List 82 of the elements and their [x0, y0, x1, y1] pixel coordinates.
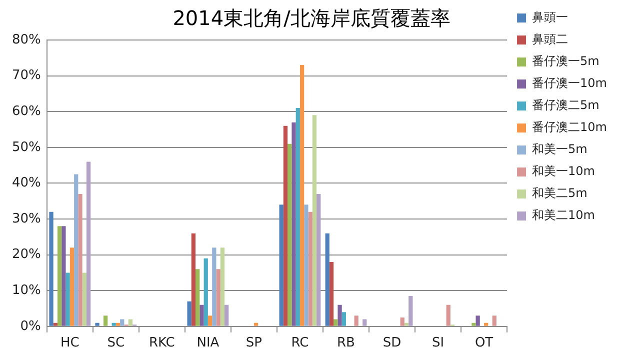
bar [354, 316, 358, 326]
legend-label: 番仔澳二10m [532, 120, 608, 134]
y-tick-label: 40% [12, 176, 41, 191]
bar [66, 272, 70, 326]
bar [62, 226, 66, 326]
bar [57, 226, 62, 326]
bar [95, 322, 100, 326]
x-tick-label: SP [246, 336, 262, 351]
bar [325, 233, 330, 326]
x-tick-label: NIA [196, 336, 220, 351]
bar [187, 301, 192, 326]
x-tick-label: HC [60, 336, 80, 351]
x-tick-label: SC [107, 336, 125, 351]
x-tick-label: RB [337, 336, 355, 351]
y-tick-label: 60% [12, 104, 41, 119]
bar [216, 269, 220, 326]
x-tick-label: SI [432, 336, 444, 351]
bar [492, 316, 496, 326]
legend-label: 鼻頭一 [532, 10, 568, 24]
y-tick-label: 0% [20, 318, 41, 334]
bar [254, 322, 258, 326]
bar [312, 115, 317, 326]
x-tick-label: RC [291, 336, 309, 351]
y-tick-label: 20% [12, 247, 41, 262]
bar [329, 262, 334, 326]
bar [220, 248, 225, 326]
legend-label: 和美二10m [532, 208, 596, 222]
bar [472, 322, 476, 326]
bar [404, 322, 409, 326]
legend-label: 和美二5m [532, 186, 588, 200]
bar [212, 248, 216, 326]
bar [484, 322, 488, 326]
legend-label: 番仔澳一5m [532, 54, 600, 68]
bar [446, 304, 450, 326]
y-tick-label: 70% [12, 68, 41, 84]
bar [82, 272, 86, 326]
bar [342, 312, 346, 326]
y-tick-label: 80% [12, 32, 41, 48]
bar [49, 212, 54, 326]
bar [292, 122, 296, 326]
bar [300, 65, 304, 326]
bar [304, 204, 308, 326]
bar [279, 204, 284, 326]
x-tick-label: OT [474, 336, 494, 351]
chart-title: 2014東北角/北海岸底質覆蓋率 [172, 6, 450, 30]
bar [53, 322, 58, 326]
bar [362, 319, 367, 326]
legend-label: 番仔澳二5m [532, 98, 600, 112]
bar [112, 322, 116, 326]
bar [74, 174, 78, 326]
legend-label: 番仔澳一10m [532, 76, 608, 90]
legend-label: 鼻頭二 [532, 32, 568, 46]
bar [400, 317, 404, 326]
bar [316, 194, 321, 326]
x-tick-label: SD [382, 336, 402, 351]
bar [128, 319, 132, 326]
bar [116, 322, 120, 326]
bar [204, 258, 208, 326]
legend-label: 和美一10m [532, 164, 596, 178]
x-tick-label: RKC [148, 336, 175, 351]
bar [200, 304, 204, 326]
bar [308, 212, 312, 326]
bar [70, 248, 74, 326]
bar [338, 304, 342, 326]
bar [224, 304, 229, 326]
bar [86, 162, 91, 326]
bar [476, 316, 480, 326]
bar [78, 194, 82, 326]
bar [208, 316, 212, 326]
y-tick-label: 10% [12, 282, 41, 298]
bar [296, 108, 300, 326]
bar [288, 144, 292, 326]
bar [283, 126, 288, 326]
legend-label: 和美一5m [532, 142, 588, 156]
bar [103, 316, 108, 326]
y-tick-label: 50% [12, 140, 41, 155]
bar [408, 296, 413, 326]
bar [196, 269, 200, 326]
bar [120, 319, 124, 326]
bar [334, 319, 338, 326]
y-tick-label: 30% [12, 211, 41, 226]
bar [191, 233, 196, 326]
